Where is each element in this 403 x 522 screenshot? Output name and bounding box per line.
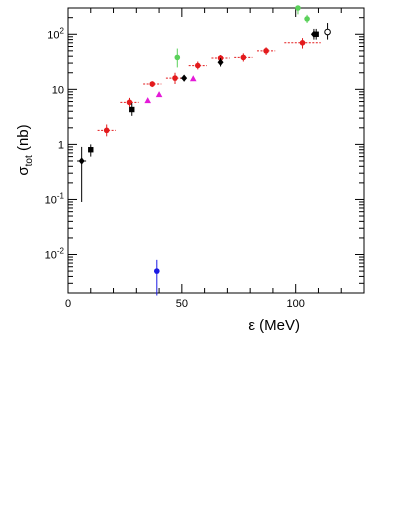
- data-points: [77, 5, 331, 296]
- data-point: [324, 23, 331, 40]
- data-point: [88, 144, 94, 157]
- data-point: [129, 103, 135, 116]
- y-tick-label: 10-1: [45, 191, 65, 206]
- data-point: [295, 5, 301, 15]
- data-point: [234, 53, 253, 62]
- y-tick-label: 102: [47, 26, 64, 41]
- point-marker: [240, 54, 247, 61]
- point-marker: [295, 5, 301, 11]
- data-point: [154, 259, 160, 296]
- y-tick-label: 10: [52, 84, 64, 96]
- data-point: [284, 38, 321, 49]
- point-marker: [144, 97, 151, 104]
- point-marker: [154, 268, 160, 274]
- data-point: [77, 146, 87, 202]
- y-tick-label: 10-2: [45, 247, 65, 262]
- data-point: [310, 28, 317, 40]
- x-tick-label: 0: [65, 298, 71, 310]
- x-tick-label: 50: [176, 298, 188, 310]
- data-point: [120, 97, 139, 107]
- plot-frame: [67, 7, 365, 294]
- point-marker: [126, 99, 133, 106]
- point-marker: [174, 54, 181, 61]
- y-axis-subscript: tot: [24, 155, 35, 166]
- point-marker: [129, 106, 135, 113]
- data-point: [174, 48, 181, 68]
- point-marker: [310, 30, 317, 38]
- point-marker: [299, 39, 306, 46]
- data-point: [256, 47, 276, 56]
- data-point: [304, 14, 310, 24]
- data-point: [97, 124, 116, 137]
- data-point: [143, 81, 162, 88]
- point-marker: [263, 48, 269, 54]
- data-point: [144, 97, 151, 104]
- y-axis-unit: (nb): [15, 124, 32, 155]
- y-tick-label: 1: [58, 139, 64, 151]
- data-point: [217, 58, 224, 67]
- tick-labels: 0 50 100 10-2 10-1 1 10 102: [45, 26, 305, 310]
- y-axis-symbol: σ: [15, 166, 32, 176]
- point-marker: [103, 127, 110, 134]
- data-point: [155, 91, 163, 98]
- x-axis-title: ε (MeV): [248, 317, 300, 334]
- data-point: [189, 75, 197, 82]
- point-marker: [304, 16, 310, 22]
- point-marker: [181, 74, 188, 82]
- point-marker: [189, 75, 197, 82]
- point-marker: [149, 81, 156, 87]
- x-tick-label: 100: [287, 298, 305, 310]
- point-marker: [88, 147, 94, 153]
- data-point: [188, 61, 207, 70]
- data-point: [180, 74, 188, 82]
- point-marker: [78, 157, 85, 165]
- y-axis-title: σtot (nb): [15, 124, 35, 175]
- point-marker: [194, 62, 201, 69]
- point-marker: [217, 58, 224, 66]
- point-marker: [324, 28, 331, 36]
- point-marker: [155, 91, 163, 98]
- point-marker: [172, 75, 178, 81]
- axis-ticks: [67, 7, 365, 294]
